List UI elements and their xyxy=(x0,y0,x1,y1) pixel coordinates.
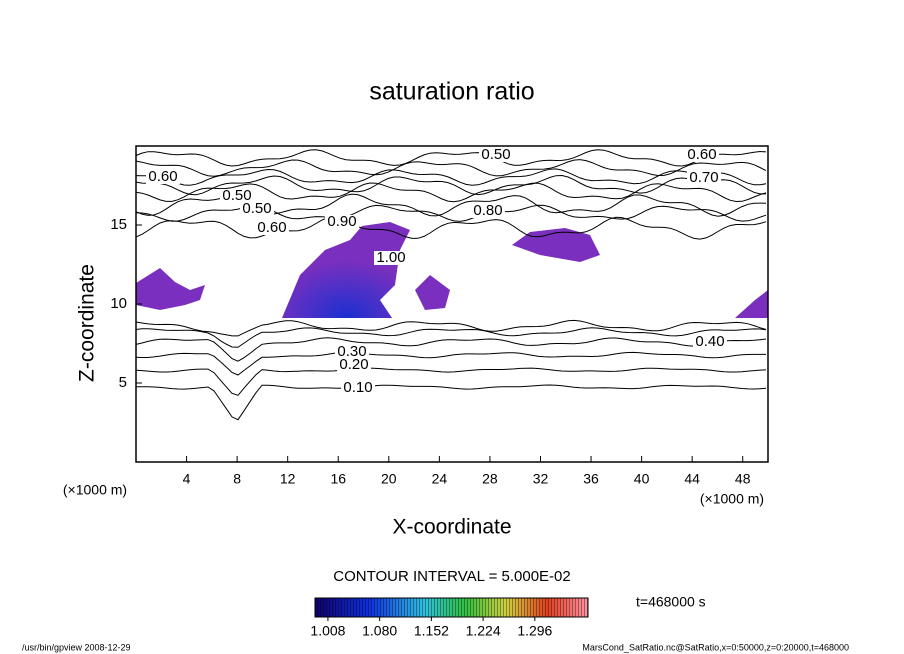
contour-line xyxy=(135,327,767,348)
supersaturated-region xyxy=(415,275,450,310)
footer-left: /usr/bin/gpview 2008-12-29 xyxy=(22,642,131,652)
contour-label: 0.60 xyxy=(257,219,286,236)
contour-line xyxy=(135,174,766,196)
contour-label-bg xyxy=(325,215,359,229)
supersaturated-region xyxy=(136,268,205,310)
x-tick-label: 28 xyxy=(482,471,498,487)
contour-label: 0.60 xyxy=(148,168,177,185)
colorbar-tick-label: 1.152 xyxy=(414,623,449,639)
y-axis-label: Z-coordinate xyxy=(76,264,99,382)
contour-label-bg xyxy=(337,358,371,372)
x-tick-label: 12 xyxy=(280,471,296,487)
contour-line xyxy=(135,351,766,376)
contour-line xyxy=(135,216,767,240)
footer-right: MarsCond_SatRatio.nc@SatRatio,x=0:50000,… xyxy=(582,642,849,652)
colorbar-tick-label: 1.224 xyxy=(466,623,501,639)
contour-label-bg xyxy=(687,171,721,185)
contour-label-bg xyxy=(220,189,254,203)
x-tick-label: 36 xyxy=(583,471,599,487)
y-tick-label: 5 xyxy=(119,374,127,391)
supersaturated-region xyxy=(282,222,410,318)
x-tick-label: 4 xyxy=(183,471,191,487)
x-tick-label: 20 xyxy=(381,471,397,487)
contour-label: 0.50 xyxy=(481,146,510,163)
x-axis-unit: (×1000 m) xyxy=(63,482,127,498)
contour-label-bg xyxy=(146,170,180,184)
contour-label: 1.00 xyxy=(376,249,405,266)
contour-label-bg xyxy=(693,335,727,349)
contour-line xyxy=(135,204,767,222)
x-tick-label: 16 xyxy=(330,471,346,487)
x-tick-label: 24 xyxy=(432,471,448,487)
colorbar-tick-label: 1.008 xyxy=(310,623,345,639)
contour-label-bg xyxy=(479,148,513,162)
contour-label: 0.50 xyxy=(222,187,251,204)
time-label: t=468000 s xyxy=(636,594,706,610)
contour-line xyxy=(135,367,767,396)
contour-label: 0.10 xyxy=(343,379,372,396)
contour-line xyxy=(135,337,767,362)
contour-label-bg xyxy=(335,345,369,359)
contour-label-bg xyxy=(255,221,289,235)
y-tick-label: 10 xyxy=(110,295,127,312)
x-tick-label: 40 xyxy=(634,471,650,487)
contour-label-bg xyxy=(685,148,719,162)
contour-interval: CONTOUR INTERVAL = 5.000E-02 xyxy=(333,568,570,585)
contour-label: 0.70 xyxy=(689,169,718,186)
chart-title: saturation ratio xyxy=(369,78,534,106)
contour-line xyxy=(135,149,767,167)
x-axis-unit: (×1000 m) xyxy=(700,491,764,507)
x-tick-label: 8 xyxy=(233,471,241,487)
contour-line xyxy=(135,168,767,186)
supersaturated-region xyxy=(735,290,768,318)
colorbar-stripes xyxy=(315,598,588,617)
contour-label: 0.50 xyxy=(242,200,271,217)
x-tick-label: 44 xyxy=(684,471,700,487)
contour-label: 0.40 xyxy=(695,333,724,350)
contour-line xyxy=(135,159,767,177)
contour-label: 0.60 xyxy=(687,146,716,163)
x-tick-label: 48 xyxy=(735,471,751,487)
contour-label-bg xyxy=(471,204,505,218)
contour-label-bg xyxy=(240,202,274,216)
contour-label: 0.20 xyxy=(339,356,368,373)
colorbar-tick-label: 1.296 xyxy=(517,623,552,639)
contour-label: 0.80 xyxy=(473,202,502,219)
contour-line xyxy=(135,182,767,203)
contour-line xyxy=(136,384,767,421)
contour-label-bg xyxy=(341,381,375,395)
y-tick-label: 15 xyxy=(110,216,127,233)
x-axis-label: X-coordinate xyxy=(392,516,511,539)
x-tick-label: 32 xyxy=(533,471,549,487)
colorbar-tick-label: 1.080 xyxy=(362,623,397,639)
contour-label: 0.90 xyxy=(327,213,356,230)
contour-line xyxy=(135,319,767,337)
contour-label-bg xyxy=(374,251,408,265)
contour-label: 0.30 xyxy=(337,343,366,360)
plot-area: 0.600.500.500.60 0.900.800.50 0.600.701.00… xyxy=(135,145,769,463)
